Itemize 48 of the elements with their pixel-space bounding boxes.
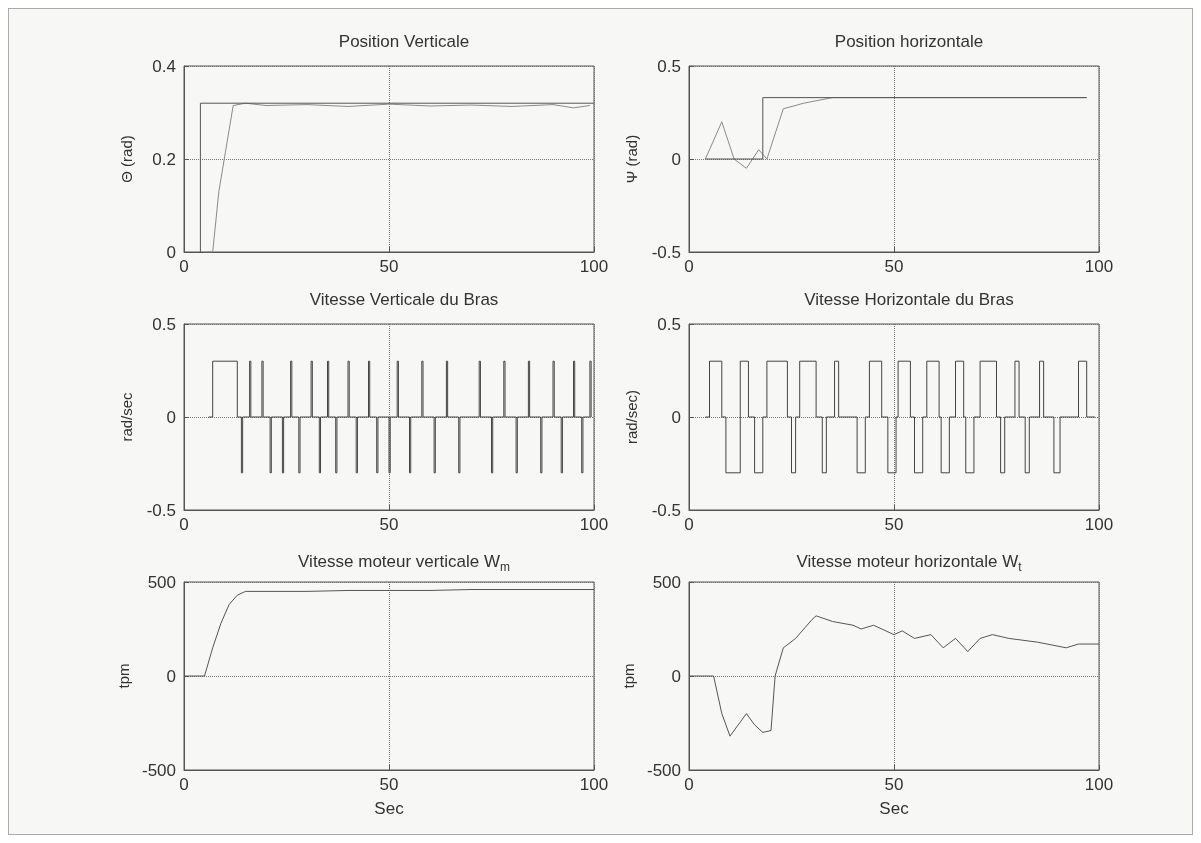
- x-tick-label: 0: [684, 515, 694, 534]
- x-tick-label: 50: [884, 515, 904, 534]
- y-tick-label: 0.5: [657, 56, 681, 76]
- x-tick-label: 100: [1084, 257, 1114, 276]
- y-tick-label: 500: [147, 572, 176, 592]
- y-tick-label: 0: [671, 149, 681, 169]
- x-tick-label: 50: [884, 775, 904, 794]
- x-tick-label: 0: [684, 257, 694, 276]
- chart-title: Vitesse Verticale du Bras: [309, 290, 499, 309]
- y-tick-label: 0.5: [152, 314, 176, 334]
- y-tick-label: -500: [141, 760, 176, 780]
- x-tick-label: 50: [379, 515, 399, 534]
- y-axis-title: Ψ (rad): [623, 134, 640, 184]
- y-tick-label: 0: [166, 666, 176, 686]
- y-tick-label: -500: [646, 760, 681, 780]
- x-tick-label: 0: [684, 775, 694, 794]
- x-tick-label: 0: [179, 257, 189, 276]
- y-tick-label: -0.5: [146, 500, 176, 520]
- chart-title: Position Verticale: [338, 32, 470, 51]
- y-axis-title: tpm: [115, 663, 133, 689]
- chart-title: Vitesse Horizontale du Bras: [804, 290, 1014, 309]
- y-axis-title: Θ (rad): [118, 135, 135, 183]
- x-tick-label: 0: [179, 515, 189, 534]
- y-tick-label: 0: [166, 407, 176, 427]
- y-axis-title: rad/sec: [118, 391, 135, 442]
- y-tick-label: 0: [671, 666, 681, 686]
- y-axis-title: rad/sec): [623, 389, 640, 445]
- x-tick-label: 0: [179, 775, 189, 794]
- x-tick-label: 100: [579, 257, 609, 276]
- x-tick-label: 100: [1084, 515, 1114, 534]
- y-tick-label: 0.5: [657, 314, 681, 334]
- y-tick-label: -0.5: [651, 500, 681, 520]
- x-tick-label: 100: [579, 515, 609, 534]
- x-tick-label: 50: [379, 257, 399, 276]
- y-tick-label: 0.2: [152, 149, 176, 169]
- x-axis-title: Sec: [374, 799, 405, 818]
- y-tick-label: 0.4: [152, 56, 176, 76]
- chart-title: Position horizontale: [834, 32, 984, 51]
- y-axis-title: tpm: [620, 663, 638, 689]
- x-tick-label: 100: [1084, 775, 1114, 794]
- y-tick-label: 0: [166, 242, 176, 262]
- x-tick-label: 100: [579, 775, 609, 794]
- y-tick-label: 500: [652, 572, 681, 592]
- y-tick-label: 0: [671, 407, 681, 427]
- x-axis-title: Sec: [879, 799, 910, 818]
- y-tick-label: -0.5: [651, 242, 681, 262]
- x-tick-label: 50: [379, 775, 399, 794]
- x-tick-label: 50: [884, 257, 904, 276]
